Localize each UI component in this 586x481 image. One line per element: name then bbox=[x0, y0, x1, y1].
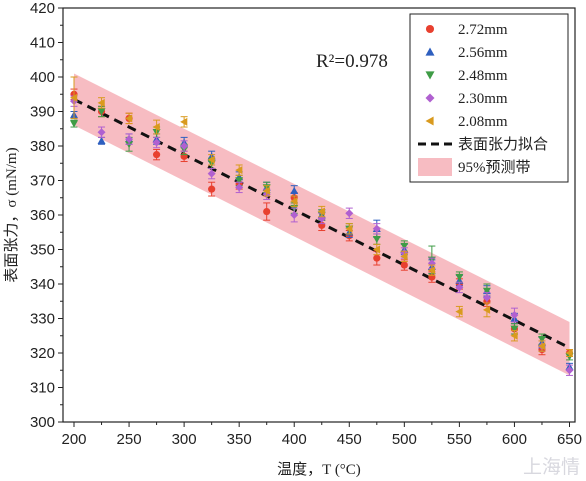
y-tick-label: 330 bbox=[30, 311, 55, 328]
data-point bbox=[537, 342, 546, 351]
data-point bbox=[207, 169, 216, 178]
legend-marker-2.48mm bbox=[425, 71, 435, 80]
x-tick-label: 200 bbox=[61, 431, 86, 448]
x-tick-label: 550 bbox=[447, 431, 472, 448]
data-point bbox=[235, 166, 243, 175]
data-point bbox=[317, 207, 325, 216]
x-tick-label: 300 bbox=[172, 431, 197, 448]
data-point bbox=[427, 266, 436, 275]
data-point bbox=[290, 211, 299, 219]
data-point bbox=[290, 197, 298, 206]
legend-marker-2.08mm bbox=[425, 116, 434, 126]
y-tick-label: 410 bbox=[30, 35, 55, 52]
data-point bbox=[345, 209, 354, 218]
x-tick-label: 650 bbox=[557, 431, 582, 448]
data-point bbox=[482, 287, 491, 295]
data-point bbox=[70, 120, 79, 128]
data-point bbox=[482, 305, 491, 314]
y-axis-ticks: 300 310 320 330 340 350 360 370 380 390 400 410 420 bbox=[30, 0, 63, 431]
data-point bbox=[372, 224, 381, 233]
data-point bbox=[180, 142, 189, 150]
data-point bbox=[455, 283, 464, 292]
legend-box bbox=[409, 13, 569, 183]
y-tick-label: 370 bbox=[30, 173, 55, 190]
y-axis-title: 表面张力，σ (mN/m) bbox=[3, 147, 20, 282]
data-point bbox=[125, 135, 134, 144]
y-tick-label: 420 bbox=[30, 0, 55, 17]
data-point bbox=[510, 325, 519, 333]
data-point bbox=[263, 207, 271, 216]
y-tick-label: 390 bbox=[30, 104, 55, 121]
data-point bbox=[262, 186, 270, 195]
r-squared-annotation: R²=0.978 bbox=[316, 51, 388, 72]
data-point bbox=[455, 307, 463, 316]
legend-marker-2.72mm bbox=[425, 24, 435, 34]
y-tick-label: 360 bbox=[30, 207, 55, 224]
y-tick-label: 300 bbox=[30, 414, 55, 431]
data-point bbox=[482, 293, 491, 302]
data-point bbox=[235, 183, 244, 192]
x-axis-ticks: 200 250 300 350 400 450 500 550 600 650 bbox=[61, 422, 582, 448]
data-point bbox=[235, 177, 244, 185]
data-point bbox=[97, 136, 106, 145]
legend-label: 95%预测带 bbox=[458, 159, 531, 176]
data-point bbox=[97, 128, 106, 137]
y-tick-label: 380 bbox=[30, 138, 55, 155]
data-point bbox=[152, 123, 160, 132]
data-point bbox=[400, 261, 408, 269]
x-tick-label: 350 bbox=[227, 431, 252, 448]
data-point bbox=[400, 242, 409, 251]
data-point bbox=[97, 98, 105, 107]
y-tick-label: 350 bbox=[30, 242, 55, 259]
legend-marker-2.56mm bbox=[425, 47, 435, 56]
data-point bbox=[152, 151, 161, 159]
watermark: 上海情 bbox=[522, 456, 580, 478]
y-tick-label: 320 bbox=[30, 345, 55, 362]
data-point bbox=[180, 117, 188, 126]
legend-label: 2.72mm bbox=[458, 22, 508, 38]
y-tick-label: 400 bbox=[30, 69, 55, 86]
data-point bbox=[537, 336, 546, 344]
data-point bbox=[152, 138, 161, 147]
data-point bbox=[455, 273, 464, 282]
data-point bbox=[510, 331, 518, 340]
data-point bbox=[70, 93, 78, 102]
legend-label: 2.56mm bbox=[458, 45, 508, 61]
data-point bbox=[373, 254, 381, 262]
x-tick-label: 250 bbox=[117, 431, 142, 448]
data-point bbox=[400, 252, 408, 261]
data-point bbox=[208, 185, 216, 193]
x-tick-label: 450 bbox=[337, 431, 362, 448]
series-2.08mm bbox=[70, 76, 573, 357]
data-point bbox=[372, 235, 381, 244]
legend-label: 2.48mm bbox=[458, 68, 508, 84]
x-tick-label: 500 bbox=[392, 431, 417, 448]
x-tick-label: 600 bbox=[502, 431, 527, 448]
legend-marker-2.30mm bbox=[425, 93, 435, 103]
legend: 2.72mm 2.56mm 2.48mm 2.30mm 2.08mm 表面张力拟合 95%预… bbox=[409, 13, 569, 183]
legend-label: 表面张力拟合 bbox=[458, 136, 548, 153]
data-point bbox=[345, 224, 353, 233]
series-layer bbox=[70, 76, 574, 376]
data-point bbox=[290, 186, 299, 195]
x-axis-title: 温度，T (°C) bbox=[277, 461, 361, 478]
data-point bbox=[207, 155, 215, 164]
y-tick-label: 310 bbox=[30, 380, 55, 397]
y-tick-label: 340 bbox=[30, 276, 55, 293]
legend-label: 2.30mm bbox=[458, 91, 508, 107]
data-point bbox=[372, 245, 381, 254]
data-point bbox=[97, 108, 106, 116]
data-point bbox=[565, 349, 573, 357]
data-point bbox=[565, 366, 574, 375]
data-point bbox=[510, 311, 519, 320]
legend-band-swatch bbox=[418, 158, 452, 176]
legend-label: 2.08mm bbox=[458, 114, 508, 130]
x-tick-label: 400 bbox=[282, 431, 307, 448]
data-point bbox=[125, 114, 133, 123]
